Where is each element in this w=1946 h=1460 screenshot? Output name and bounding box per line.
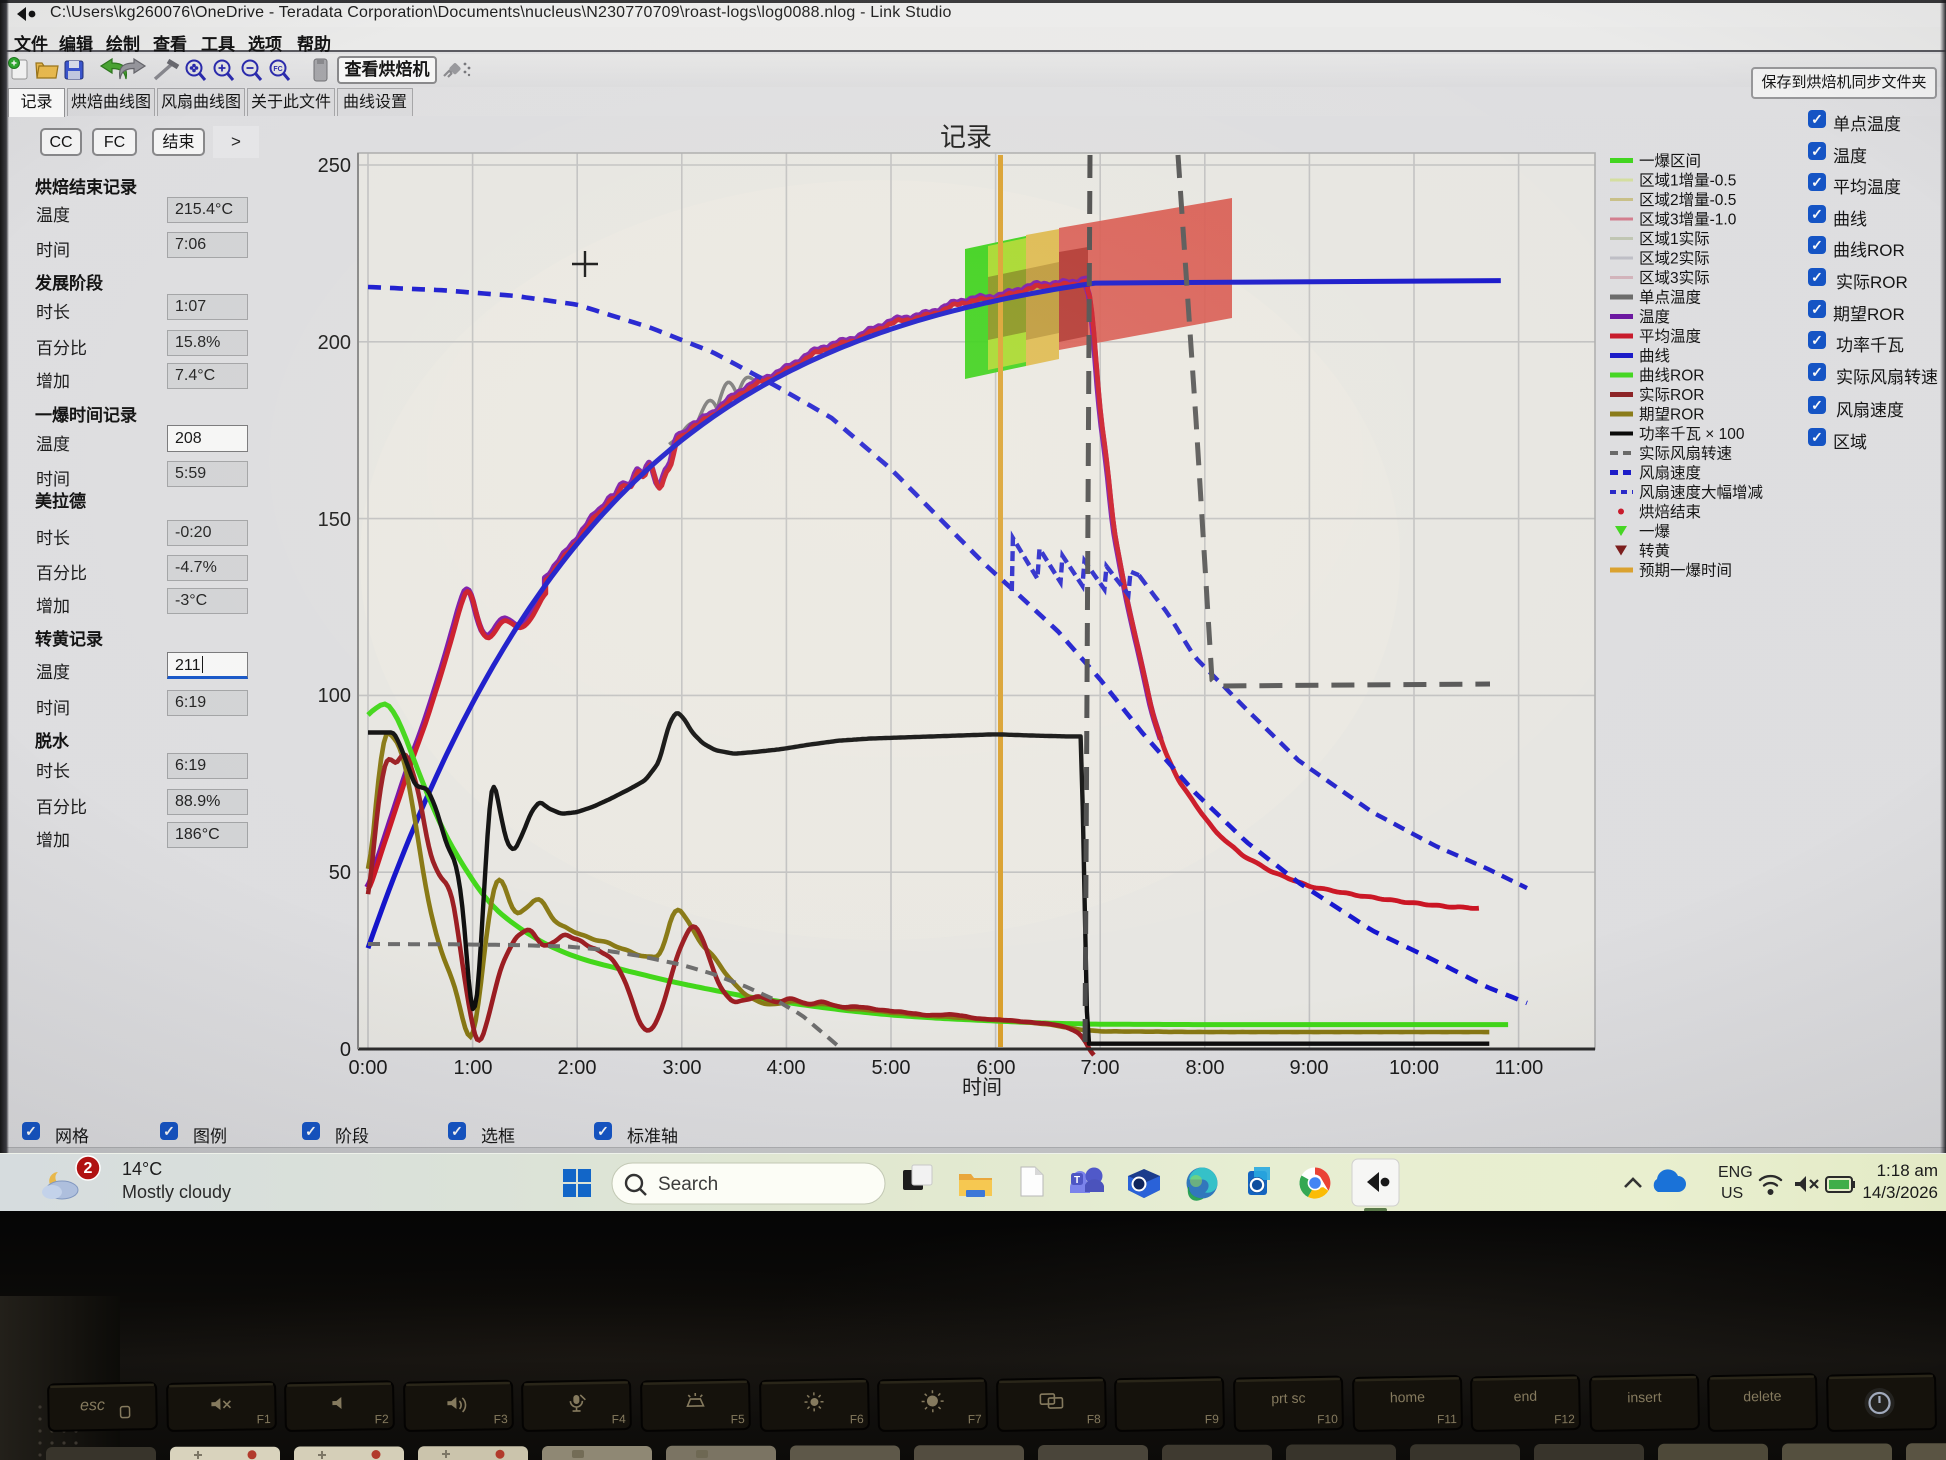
svg-text:F2: F2 xyxy=(375,1412,390,1426)
svg-text:实际ROR: 实际ROR xyxy=(1639,386,1704,404)
svg-text:平均温度: 平均温度 xyxy=(1639,328,1701,346)
svg-text:风扇速度大幅增减: 风扇速度大幅增减 xyxy=(1639,484,1764,502)
svg-text:一爆区间: 一爆区间 xyxy=(1639,151,1701,170)
svg-text:F6: F6 xyxy=(850,1412,865,1426)
svg-text:14°C: 14°C xyxy=(122,1159,162,1179)
svg-text:50: 50 xyxy=(329,862,351,884)
svg-text:F4: F4 xyxy=(612,1412,627,1426)
svg-text:14/3/2026: 14/3/2026 xyxy=(1862,1183,1938,1202)
svg-text:9:00: 9:00 xyxy=(1290,1057,1329,1079)
svg-text:转黄: 转黄 xyxy=(1639,542,1670,560)
svg-text:T: T xyxy=(1074,1175,1080,1186)
svg-text:ENG: ENG xyxy=(1718,1164,1753,1181)
svg-text:Mostly cloudy: Mostly cloudy xyxy=(122,1182,231,1202)
svg-text:区域1增量-0.5: 区域1增量-0.5 xyxy=(1639,172,1736,190)
svg-text:FC: FC xyxy=(273,66,282,73)
svg-text:F9: F9 xyxy=(1205,1412,1220,1426)
svg-text:F12: F12 xyxy=(1554,1412,1575,1426)
svg-text:2:00: 2:00 xyxy=(558,1057,597,1079)
svg-text:曲线: 曲线 xyxy=(1639,347,1670,365)
svg-text:F10: F10 xyxy=(1317,1412,1338,1426)
svg-text:烘焙结束: 烘焙结束 xyxy=(1639,503,1701,521)
svg-text:7:00: 7:00 xyxy=(1081,1057,1120,1079)
svg-text:10:00: 10:00 xyxy=(1389,1057,1439,1079)
svg-text:区域3增量-1.0: 区域3增量-1.0 xyxy=(1639,211,1737,229)
svg-text:F5: F5 xyxy=(731,1412,746,1426)
svg-text:0: 0 xyxy=(340,1039,351,1061)
svg-text:0:00: 0:00 xyxy=(349,1057,388,1079)
svg-text:1:18 am: 1:18 am xyxy=(1877,1161,1938,1180)
svg-text:200: 200 xyxy=(318,332,351,354)
svg-text:prt sc: prt sc xyxy=(1271,1390,1306,1407)
svg-text:8:00: 8:00 xyxy=(1186,1057,1225,1079)
svg-text:单点温度: 单点温度 xyxy=(1639,289,1701,307)
svg-text:6:00: 6:00 xyxy=(977,1057,1016,1079)
svg-text:150: 150 xyxy=(318,509,351,531)
svg-text:实际风扇转速: 实际风扇转速 xyxy=(1639,445,1732,463)
svg-text:区域2增量-0.5: 区域2增量-0.5 xyxy=(1639,191,1736,209)
svg-text:区域3实际: 区域3实际 xyxy=(1639,269,1710,287)
svg-text:3:00: 3:00 xyxy=(663,1057,702,1079)
svg-text:温度: 温度 xyxy=(1639,308,1670,326)
svg-text:F11: F11 xyxy=(1437,1412,1457,1426)
svg-text:时间: 时间 xyxy=(962,1076,1002,1099)
svg-text:期望ROR: 期望ROR xyxy=(1639,406,1704,424)
svg-text:11:00: 11:00 xyxy=(1495,1057,1544,1079)
svg-text:100: 100 xyxy=(318,685,351,707)
svg-text:home: home xyxy=(1390,1389,1426,1406)
svg-text:曲线ROR: 曲线ROR xyxy=(1639,367,1704,385)
svg-text:end: end xyxy=(1514,1388,1538,1404)
svg-text:2: 2 xyxy=(84,1160,93,1177)
svg-text:4:00: 4:00 xyxy=(767,1057,806,1079)
svg-text:预期一爆时间: 预期一爆时间 xyxy=(1639,561,1732,580)
svg-text:F8: F8 xyxy=(1087,1412,1102,1426)
svg-text:delete: delete xyxy=(1743,1388,1782,1405)
svg-text:esc: esc xyxy=(80,1397,105,1414)
svg-text:功率千瓦 × 100: 功率千瓦 × 100 xyxy=(1639,425,1745,443)
svg-text:5:00: 5:00 xyxy=(872,1057,911,1079)
svg-text:F3: F3 xyxy=(494,1412,509,1426)
svg-text:insert: insert xyxy=(1627,1389,1662,1406)
svg-text:区域2实际: 区域2实际 xyxy=(1639,250,1710,268)
svg-text:1:00: 1:00 xyxy=(454,1057,493,1079)
svg-text:一爆: 一爆 xyxy=(1639,522,1671,541)
svg-text:250: 250 xyxy=(318,155,351,177)
svg-text:Search: Search xyxy=(658,1174,718,1195)
svg-text:US: US xyxy=(1721,1185,1743,1202)
svg-text:风扇速度: 风扇速度 xyxy=(1639,464,1701,482)
svg-text:区域1实际: 区域1实际 xyxy=(1639,230,1710,248)
svg-text:记录: 记录 xyxy=(940,122,992,152)
svg-text:F1: F1 xyxy=(257,1412,272,1426)
svg-text:F7: F7 xyxy=(968,1412,983,1426)
